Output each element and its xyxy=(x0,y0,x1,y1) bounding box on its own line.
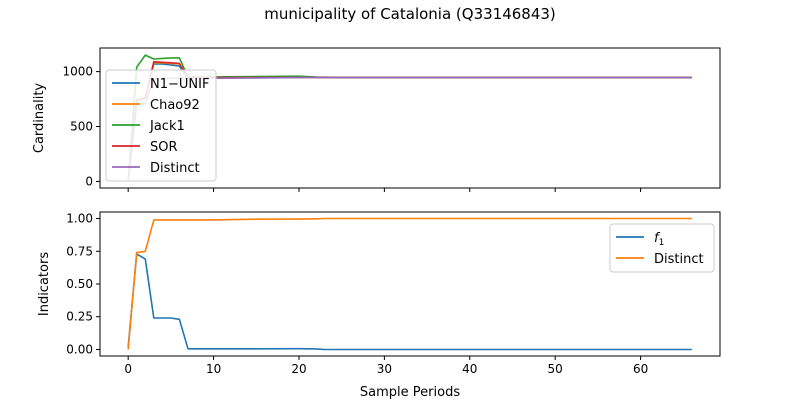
y-axis-label: Indicators xyxy=(37,252,52,316)
legend-label: Distinct xyxy=(654,252,704,267)
legend: N1−UNIF Chao92 Jack1 SOR Distinct xyxy=(105,69,217,182)
y-tick-label: 0.75 xyxy=(66,244,93,258)
y-tick-label: 0.25 xyxy=(66,310,93,324)
y-tick-label: 1000 xyxy=(62,65,93,79)
x-tick-label: 0 xyxy=(124,362,132,376)
legend: f1 Distinct xyxy=(609,223,715,273)
series-line-f1 xyxy=(127,253,692,351)
chart-1: 0 500 1000 Cardinality N1−UNIF Chao92 Jack1 SOR… xyxy=(32,47,721,192)
x-tick-label: 30 xyxy=(377,362,392,376)
x-tick-label: 20 xyxy=(291,362,306,376)
series-line-distinct xyxy=(127,217,692,350)
legend-label: Distinct xyxy=(150,161,200,176)
legend-label: SOR xyxy=(150,140,178,155)
axes-frame xyxy=(99,211,721,357)
legend-label: Jack1 xyxy=(149,119,185,134)
y-axis-label: Cardinality xyxy=(32,83,47,154)
x-axis-label: Sample Periods xyxy=(360,385,460,400)
x-tick-label: 50 xyxy=(548,362,563,376)
y-tick-label: 1.00 xyxy=(66,212,93,226)
y-tick-label: 0 xyxy=(85,174,93,188)
x-tick-label: 10 xyxy=(206,362,221,376)
legend-box xyxy=(609,223,715,273)
x-tick-label: 60 xyxy=(633,362,648,376)
legend-label: Chao92 xyxy=(150,98,200,113)
chart-2: 0 10 20 30 40 50 60 0.00 0.25 0.50 0.75 1.00 Indicat… xyxy=(37,211,721,400)
legend-label: N1−UNIF xyxy=(150,77,209,92)
x-tick-label: 40 xyxy=(462,362,477,376)
figure-title: municipality of Catalonia (Q33146843) xyxy=(264,5,556,23)
legend-box xyxy=(105,69,217,182)
y-tick-label: 500 xyxy=(70,120,93,134)
y-tick-label: 0.00 xyxy=(66,342,93,356)
y-tick-label: 0.50 xyxy=(66,277,93,291)
axes-frame xyxy=(99,47,721,189)
legend-label: f1 xyxy=(654,231,664,248)
